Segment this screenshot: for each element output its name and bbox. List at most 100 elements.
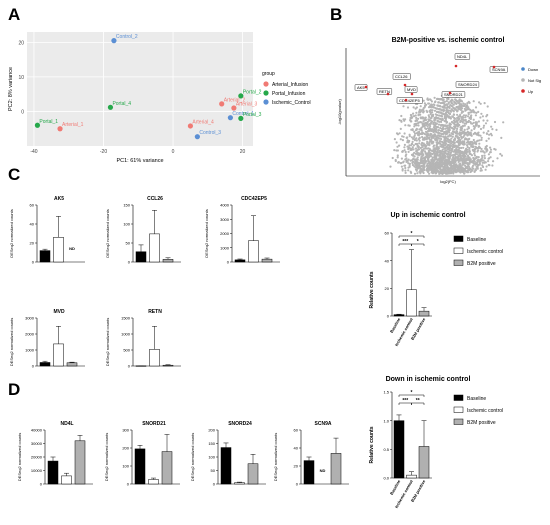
volcano-point: [453, 138, 457, 141]
volcano-point: [443, 138, 447, 141]
volcano-point: [431, 168, 434, 171]
volcano-point: [470, 168, 473, 171]
volcano-point: [446, 143, 450, 147]
down-chart-sig-bracket: [411, 402, 425, 405]
volcano-point: [441, 150, 444, 153]
volcano-point: [467, 120, 470, 124]
volcano-point: [425, 137, 428, 140]
up-chart-legend-swatch: [453, 247, 464, 254]
panel-c-chart-tick-label: 0: [32, 364, 35, 369]
volcano-point: [422, 99, 425, 102]
volcano-point: [419, 167, 422, 170]
volcano-point: [408, 165, 411, 168]
volcano-point: [414, 114, 417, 117]
volcano-point: [435, 152, 438, 155]
panel-d-chart-bar: [330, 453, 342, 485]
pca-point: [219, 101, 225, 107]
volcano-point: [449, 151, 452, 154]
panel-d-chart-tick-label: 10000: [31, 468, 43, 473]
panel-c-chart-tick-label: 50: [126, 241, 131, 246]
volcano-point: [438, 140, 442, 143]
volcano-gene-label: CCL26: [395, 74, 408, 79]
volcano-point: [395, 141, 398, 144]
volcano-point: [430, 138, 433, 142]
volcano-point: [481, 115, 484, 118]
volcano-point: [441, 128, 444, 131]
volcano-point: [428, 142, 431, 145]
volcano-point: [451, 164, 454, 167]
up-chart-sig-bracket: [411, 243, 425, 246]
up-chart-sig-label: *: [417, 239, 419, 245]
volcano-point: [439, 169, 443, 172]
volcano-highlight-point: [454, 64, 458, 68]
volcano-point: [465, 157, 468, 160]
volcano-point: [463, 159, 466, 162]
volcano-point: [403, 149, 406, 152]
volcano-point: [469, 158, 472, 161]
up-chart-legend-label: B2M positive: [467, 261, 496, 267]
pca-y-label: PC2: 8% variance: [8, 67, 14, 111]
volcano-point: [480, 147, 483, 151]
volcano-gene-label: SNORD21: [444, 92, 464, 97]
volcano-title: B2M-positive vs. ischemic control: [392, 37, 505, 44]
panel-c-chart-bar: [39, 362, 51, 367]
volcano-point: [467, 141, 470, 144]
volcano-point: [462, 102, 465, 105]
volcano-point: [400, 157, 403, 160]
volcano-point: [422, 171, 425, 175]
volcano-point: [458, 164, 461, 167]
volcano-point: [421, 165, 425, 168]
volcano-point: [424, 159, 427, 162]
volcano-point: [402, 160, 405, 163]
volcano-point: [485, 144, 488, 148]
down-chart-tick-label: 1.0: [383, 418, 389, 423]
volcano-point: [429, 149, 432, 152]
volcano-point: [450, 108, 453, 111]
volcano-point: [464, 137, 467, 140]
volcano-point: [402, 105, 405, 108]
volcano-point: [442, 162, 445, 165]
volcano-point: [411, 161, 414, 165]
down-chart-legend-label: Ischemic control: [467, 408, 503, 414]
volcano-point: [442, 135, 445, 138]
volcano-point: [480, 169, 483, 172]
volcano-point: [485, 132, 489, 135]
volcano-point: [389, 165, 392, 168]
volcano-point: [416, 149, 419, 152]
pca-point-label: Control_3: [199, 130, 221, 136]
volcano-gene-box: [455, 81, 480, 88]
volcano-point: [450, 140, 453, 143]
volcano-point: [445, 139, 448, 142]
volcano-point: [437, 154, 440, 157]
volcano-point: [451, 161, 454, 164]
volcano-point: [479, 127, 483, 131]
panel-c-chart-title: AK5: [54, 196, 64, 202]
volcano-point: [419, 116, 422, 119]
volcano-point: [500, 154, 503, 157]
panel-c-chart-tick-label: 3000: [220, 217, 230, 222]
volcano-point: [451, 147, 454, 151]
volcano-point: [433, 118, 436, 122]
up-in-ischemic-chart: Up in ischemic control Relative counts 6…: [369, 212, 503, 347]
pca-point: [238, 93, 244, 99]
volcano-point: [468, 152, 471, 155]
volcano-point: [461, 150, 464, 153]
volcano-highlight-point: [404, 98, 408, 102]
volcano-point: [468, 101, 471, 104]
volcano-point: [455, 129, 458, 132]
volcano-point: [406, 139, 409, 142]
volcano-point: [484, 122, 488, 125]
volcano-point: [482, 124, 486, 127]
volcano-point: [441, 148, 444, 151]
volcano-point: [453, 116, 456, 120]
volcano-gene-label: CDC42EP5: [399, 98, 420, 103]
volcano-point: [447, 160, 450, 163]
up-chart-bar: [393, 314, 405, 317]
panel-c-chart-tick-label: 1500: [121, 316, 131, 321]
volcano-point: [458, 114, 462, 118]
volcano-point: [435, 138, 438, 141]
panel-c-chart-bar: [149, 349, 160, 367]
volcano-gene-box: [404, 86, 418, 93]
volcano-point: [398, 119, 401, 122]
panel-c-chart-tick-label: 1000: [220, 245, 230, 250]
